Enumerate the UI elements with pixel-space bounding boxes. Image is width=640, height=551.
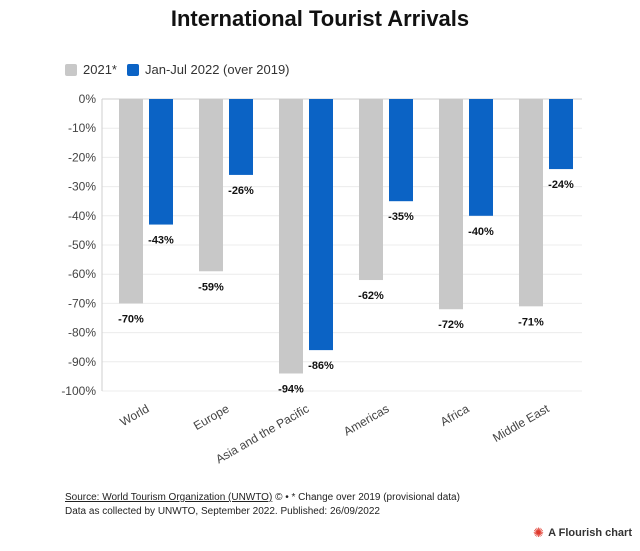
bar-2022 — [149, 99, 173, 225]
data-label: -40% — [468, 226, 494, 238]
y-tick-label: -60% — [68, 267, 96, 281]
data-label: -26% — [228, 185, 254, 197]
data-label: -43% — [148, 235, 174, 247]
x-tick-label: Africa — [438, 401, 472, 429]
chart-footer: Source: World Tourism Organization (UNWT… — [65, 491, 460, 519]
bar-2021 — [279, 99, 303, 374]
data-label: -59% — [198, 281, 224, 293]
footer-line-2: Data as collected by UNWTO, September 20… — [65, 506, 380, 517]
flourish-brand-label: A Flourish chart — [548, 527, 632, 539]
y-tick-label: -10% — [68, 121, 96, 135]
data-label: -86% — [308, 360, 334, 372]
x-tick-label: Middle East — [490, 401, 552, 445]
y-tick-label: -20% — [68, 150, 96, 164]
y-tick-label: -100% — [61, 384, 96, 398]
data-label: -72% — [438, 319, 464, 331]
bar-2021 — [519, 99, 543, 307]
legend-item-2022[interactable]: Jan-Jul 2022 (over 2019) — [126, 62, 290, 77]
bar-2022 — [549, 99, 573, 170]
legend: 2021* Jan-Jul 2022 (over 2019) — [65, 62, 300, 77]
bar-chart: 0% -10% -20% -30% -40% -50% -60% -70% -80% -90% -1… — [61, 92, 582, 466]
data-label: -71% — [518, 316, 544, 328]
x-tick-label: World — [118, 401, 152, 429]
data-label: -24% — [548, 179, 574, 191]
y-tick-label: -80% — [68, 326, 96, 340]
y-tick-label: -70% — [68, 296, 96, 310]
legend-label-2021: 2021* — [83, 62, 117, 77]
chart-title: International Tourist Arrivals — [170, 6, 470, 31]
bar-2021 — [119, 99, 143, 304]
footer-line-1: Source: World Tourism Organization (UNWT… — [65, 491, 460, 505]
legend-label-2022: Jan-Jul 2022 (over 2019) — [144, 62, 290, 77]
x-tick-label: Americas — [341, 401, 391, 438]
source-icon: © — [275, 492, 283, 503]
data-label: -35% — [388, 211, 414, 223]
flourish-logo-icon: ✺ — [533, 525, 545, 540]
data-label: -70% — [118, 313, 144, 325]
y-tick-label: 0% — [79, 92, 97, 106]
data-label: -62% — [358, 290, 384, 302]
y-tick-label: -30% — [68, 180, 96, 194]
x-tick-label: Europe — [191, 401, 232, 433]
bar-2021 — [359, 99, 383, 281]
bar-2021 — [199, 99, 223, 272]
bar-2022 — [389, 99, 413, 202]
bar-2022 — [309, 99, 333, 351]
legend-item-2021[interactable]: 2021* — [65, 62, 117, 77]
bar-2021 — [439, 99, 463, 310]
flourish-brand[interactable]: ✺ A Flourish chart — [533, 525, 632, 541]
y-tick-label: -40% — [68, 209, 96, 223]
source-link[interactable]: Source: World Tourism Organization (UNWT… — [65, 492, 273, 503]
y-tick-label: -50% — [68, 238, 96, 252]
data-label: -94% — [278, 383, 304, 395]
source-note: • * Change over 2019 (provisional data) — [282, 492, 460, 503]
legend-swatch-2022 — [126, 63, 139, 76]
bar-2022 — [469, 99, 493, 216]
bar-2022 — [229, 99, 253, 175]
y-tick-label: -90% — [68, 355, 96, 369]
legend-swatch-2021 — [65, 63, 77, 76]
